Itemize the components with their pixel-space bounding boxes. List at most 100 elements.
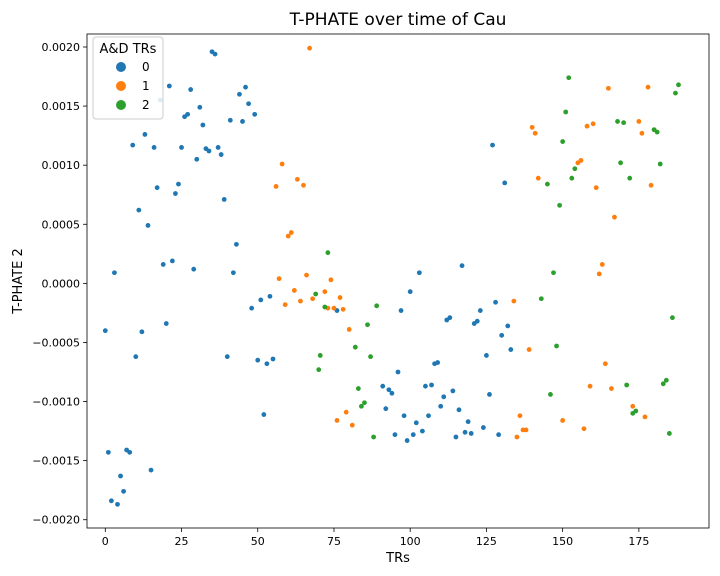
data-point <box>480 425 486 430</box>
data-point <box>102 328 108 334</box>
data-point <box>648 182 654 188</box>
data-point <box>395 369 401 375</box>
data-point <box>270 356 276 362</box>
data-point <box>188 87 194 92</box>
data-point <box>179 145 184 150</box>
data-point <box>310 296 316 302</box>
data-point <box>416 270 422 276</box>
data-point <box>639 130 645 136</box>
data-point <box>673 90 678 96</box>
data-point <box>560 139 566 144</box>
x-tick-label: 0 <box>102 535 109 548</box>
x-axis-title: TRs <box>385 551 410 566</box>
data-point <box>261 412 267 417</box>
data-point <box>328 277 334 283</box>
data-point <box>206 148 212 154</box>
data-point <box>267 293 273 299</box>
data-point <box>389 390 395 396</box>
data-point <box>298 298 303 304</box>
data-point <box>322 289 328 295</box>
data-point <box>587 383 593 389</box>
data-point <box>490 142 495 148</box>
data-point <box>615 119 620 124</box>
x-tick-label: 150 <box>552 535 573 548</box>
data-point <box>605 85 611 91</box>
data-point <box>176 181 181 187</box>
data-point <box>554 343 559 349</box>
data-point <box>194 156 200 162</box>
data-point <box>169 258 175 264</box>
data-point <box>545 181 550 187</box>
data-point <box>468 431 474 436</box>
data-point <box>410 432 416 438</box>
data-point <box>666 431 672 436</box>
data-point <box>392 432 398 438</box>
data-point <box>148 467 154 473</box>
data-point <box>142 132 148 137</box>
data-point <box>139 329 145 335</box>
data-point <box>121 488 126 494</box>
data-point <box>337 295 343 300</box>
data-point <box>331 305 337 311</box>
y-tick-label: 0.0020 <box>42 41 81 54</box>
data-point <box>447 315 453 321</box>
data-point <box>166 83 172 89</box>
data-point <box>276 276 282 282</box>
data-point <box>450 388 456 394</box>
data-point <box>407 289 413 295</box>
data-point <box>590 121 596 127</box>
data-point <box>627 175 633 181</box>
data-point <box>496 432 502 438</box>
data-point <box>508 347 514 352</box>
data-point <box>130 142 136 148</box>
data-point <box>465 419 471 425</box>
data-point <box>154 185 160 191</box>
data-point <box>294 176 300 182</box>
y-tick-label: −0.0020 <box>32 514 80 527</box>
data-point <box>660 381 666 387</box>
data-point <box>237 91 242 97</box>
x-tick-label: 175 <box>628 535 649 548</box>
data-point <box>551 270 556 276</box>
data-point <box>584 123 590 129</box>
data-point <box>279 161 285 167</box>
data-point <box>654 129 660 135</box>
data-point <box>633 408 639 414</box>
data-point <box>645 84 651 90</box>
data-point <box>112 270 117 276</box>
data-point <box>136 207 142 213</box>
data-point <box>362 400 367 406</box>
data-point <box>429 382 434 388</box>
legend-marker <box>116 62 126 72</box>
data-point <box>435 360 441 365</box>
data-point <box>453 434 459 440</box>
y-tick-label: 0.0000 <box>42 277 81 290</box>
data-point <box>197 104 203 110</box>
legend-box <box>92 36 164 120</box>
data-point <box>441 394 447 400</box>
plot-area: 0 25 50 75 100 125 150 175 −0.0020 −0.0015 −0.0010… <box>32 33 710 548</box>
data-point <box>322 304 328 310</box>
data-point <box>642 414 648 420</box>
legend-label: 1 <box>142 79 150 93</box>
data-point <box>346 327 352 332</box>
data-point <box>255 357 261 363</box>
data-point <box>612 214 617 220</box>
data-point <box>621 120 627 126</box>
data-point <box>578 158 584 163</box>
data-point <box>398 308 404 313</box>
y-tick-label: −0.0010 <box>32 396 80 409</box>
data-point <box>221 197 227 202</box>
plot-frame <box>86 33 710 529</box>
data-point <box>127 449 133 455</box>
legend-label: 2 <box>142 98 150 112</box>
data-point <box>438 403 444 409</box>
data-point <box>307 45 312 51</box>
data-point <box>538 296 544 302</box>
data-point <box>163 321 169 326</box>
data-point <box>566 75 572 81</box>
data-point <box>234 241 239 247</box>
data-point <box>624 382 630 388</box>
chart-title: T-PHATE over time of Cau <box>289 10 507 30</box>
